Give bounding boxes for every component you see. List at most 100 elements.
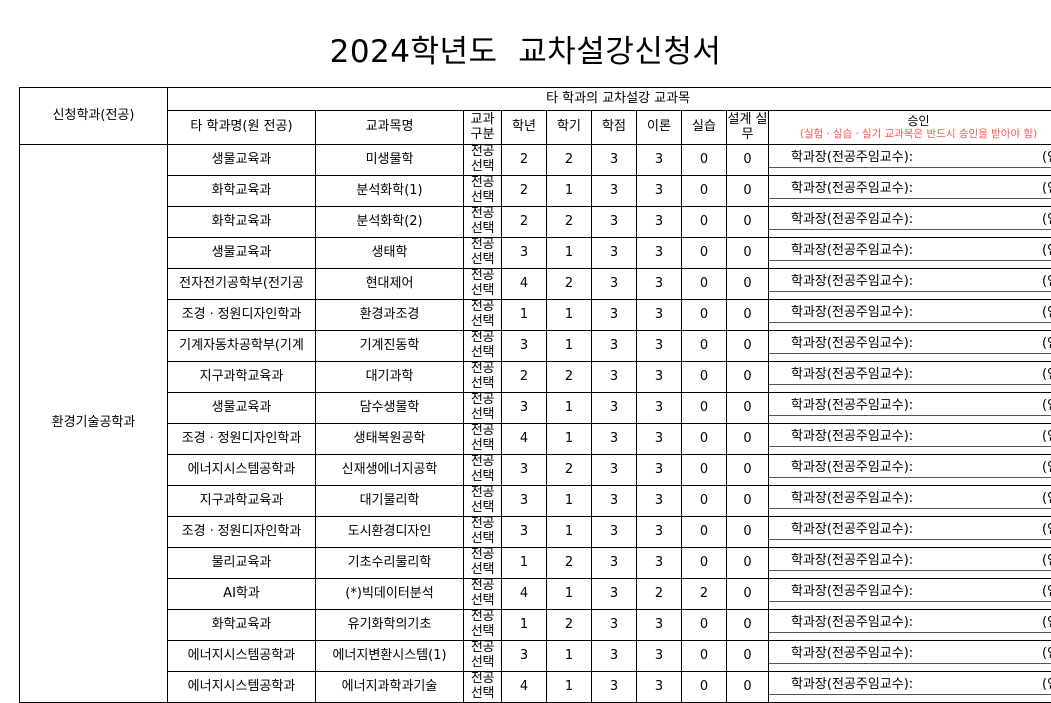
cell-year: 1	[502, 300, 547, 331]
approval-signature-line[interactable]: 학과장(전공주임교수):(인)	[769, 275, 1051, 292]
approval-signature-line[interactable]: 학과장(전공주임교수):(인)	[769, 678, 1051, 695]
course-type-line2: 선택	[464, 408, 501, 423]
cell-approval[interactable]: 학과장(전공주임교수):(인)	[769, 300, 1051, 331]
table-row: 환경기술공학과생물교육과미생물학전공선택223300학과장(전공주임교수):(인…	[20, 145, 1051, 176]
cell-approval[interactable]: 학과장(전공주임교수):(인)	[769, 207, 1051, 238]
approval-seal-marker: (인)	[1042, 430, 1051, 445]
cell-other-dept: 기계자동차공학부(기계	[168, 331, 316, 362]
cell-approval[interactable]: 학과장(전공주임교수):(인)	[769, 579, 1051, 610]
approval-signature-line[interactable]: 학과장(전공주임교수): (인)	[769, 492, 1051, 509]
course-type-line2: 선택	[464, 253, 501, 268]
approval-signature-line[interactable]: 학과장(전공주임교수):(인)	[769, 399, 1051, 416]
header-group-span: 타 학과의 교차설강 교과목	[168, 88, 1051, 111]
approval-signature-line[interactable]: 학과장(전공주임교수):(인)	[769, 430, 1051, 447]
cell-approval[interactable]: 학과장(전공주임교수):(인)	[769, 331, 1051, 362]
cell-practice: 0	[682, 145, 727, 176]
cell-theory: 3	[637, 269, 682, 300]
cell-design-practice: 0	[727, 610, 769, 641]
cell-other-dept: 화학교육과	[168, 207, 316, 238]
course-type-line1: 전공	[464, 579, 501, 594]
header-applicant-dept: 신청학과(전공)	[20, 88, 168, 145]
cell-design-practice: 0	[727, 424, 769, 455]
cell-theory: 3	[637, 393, 682, 424]
approval-signature-line[interactable]: 학과장(전공주임교수):(인)	[769, 585, 1051, 602]
course-type-line1: 전공	[464, 238, 501, 253]
approval-seal-marker: (인)	[1042, 647, 1051, 662]
approval-seal-marker: (인)	[1042, 151, 1051, 166]
cell-course-name: (*)빅데이터분석	[316, 579, 464, 610]
cell-year: 3	[502, 455, 547, 486]
approval-signature-line[interactable]: 학과장(전공주임교수):(인)	[769, 461, 1051, 478]
approval-signature-line[interactable]: 학과장(전공주임교수):(인)	[769, 151, 1051, 168]
cell-theory: 3	[637, 486, 682, 517]
approval-signature-line[interactable]: 학과장(전공주임교수):(인)	[769, 368, 1051, 385]
cell-approval[interactable]: 학과장(전공주임교수):(인)	[769, 393, 1051, 424]
header-design-practice: 설계 실무	[727, 111, 769, 145]
cell-credits: 3	[592, 486, 637, 517]
cell-semester: 1	[547, 331, 592, 362]
cell-credits: 3	[592, 579, 637, 610]
approval-signature-line[interactable]: 학과장(전공주임교수):(인)	[769, 244, 1051, 261]
cell-theory: 3	[637, 362, 682, 393]
cell-approval[interactable]: 학과장(전공주임교수):(인)	[769, 362, 1051, 393]
cell-theory: 3	[637, 672, 682, 703]
cell-year: 4	[502, 579, 547, 610]
approval-label: 학과장(전공주임교수):	[791, 647, 913, 662]
cell-approval[interactable]: 학과장(전공주임교수):(인)	[769, 455, 1051, 486]
course-type-line2: 선택	[464, 625, 501, 640]
cell-approval[interactable]: 학과장(전공주임교수):(인)	[769, 269, 1051, 300]
course-type-line2: 선택	[464, 346, 501, 361]
approval-signature-line[interactable]: 학과장(전공주임교수):(인)	[769, 306, 1051, 323]
cell-course-name: 대기과학	[316, 362, 464, 393]
header-approval-note: (실험ㆍ실습ㆍ실기 교과목은 반드시 승인을 받아야 함)	[769, 128, 1051, 140]
cell-approval[interactable]: 학과장(전공주임교수): (인)	[769, 486, 1051, 517]
cell-course-name: 대기물리학	[316, 486, 464, 517]
cell-approval[interactable]: 학과장(전공주임교수):(인)	[769, 548, 1051, 579]
approval-signature-line[interactable]: 학과장(전공주임교수):(인)	[769, 523, 1051, 540]
cell-semester: 1	[547, 424, 592, 455]
cell-approval[interactable]: 학과장(전공주임교수): (인)	[769, 641, 1051, 672]
cell-approval[interactable]: 학과장(전공주임교수):(인)	[769, 517, 1051, 548]
cell-approval[interactable]: 학과장(전공주임교수):(인)	[769, 424, 1051, 455]
cell-practice: 0	[682, 269, 727, 300]
approval-signature-line[interactable]: 학과장(전공주임교수):(인)	[769, 554, 1051, 571]
approval-signature-line[interactable]: 학과장(전공주임교수):(인)	[769, 337, 1051, 354]
cell-approval[interactable]: 학과장(전공주임교수):(인)	[769, 176, 1051, 207]
cell-approval[interactable]: 학과장(전공주임교수):(인)	[769, 238, 1051, 269]
approval-signature-line[interactable]: 학과장(전공주임교수):(인)	[769, 213, 1051, 230]
course-type-line2: 선택	[464, 160, 501, 175]
cell-course-name: 담수생물학	[316, 393, 464, 424]
approval-signature-line[interactable]: 학과장(전공주임교수): (인)	[769, 647, 1051, 664]
cell-design-practice: 0	[727, 393, 769, 424]
cell-semester: 1	[547, 486, 592, 517]
approval-seal-marker: (인)	[1042, 492, 1051, 507]
approval-signature-line[interactable]: 학과장(전공주임교수):(인)	[769, 616, 1051, 633]
cell-practice: 0	[682, 672, 727, 703]
header-course-name: 교과목명	[316, 111, 464, 145]
cell-practice: 0	[682, 424, 727, 455]
cell-design-practice: 0	[727, 238, 769, 269]
cell-other-dept: 화학교육과	[168, 610, 316, 641]
cell-course-name: 에너지변환시스템(1)	[316, 641, 464, 672]
cell-practice: 0	[682, 517, 727, 548]
cell-semester: 2	[547, 145, 592, 176]
approval-label: 학과장(전공주임교수):	[791, 492, 913, 507]
cell-theory: 3	[637, 455, 682, 486]
table-row: 조경ㆍ정원디자인학과생태복원공학전공선택413300학과장(전공주임교수):(인…	[20, 424, 1051, 455]
cell-theory: 3	[637, 207, 682, 238]
cell-practice: 0	[682, 610, 727, 641]
cell-approval[interactable]: 학과장(전공주임교수):(인)	[769, 610, 1051, 641]
approval-signature-line[interactable]: 학과장(전공주임교수):(인)	[769, 182, 1051, 199]
cell-credits: 3	[592, 393, 637, 424]
cell-other-dept: 에너지시스템공학과	[168, 672, 316, 703]
cell-approval[interactable]: 학과장(전공주임교수):(인)	[769, 145, 1051, 176]
cell-approval[interactable]: 학과장(전공주임교수):(인)	[769, 672, 1051, 703]
document-page: 2024학년도 교차설강신청서 신청학과(전공) 타 학과의 교차설강 교과목	[0, 0, 1051, 684]
